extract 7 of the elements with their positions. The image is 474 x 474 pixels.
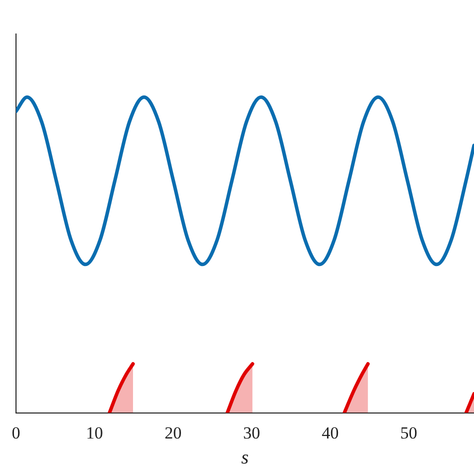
x-tick-label: 40: [322, 423, 339, 442]
x-tick-label: 0: [12, 423, 20, 442]
x-axis-title: s: [241, 448, 249, 469]
x-tick-label: 30: [243, 423, 260, 442]
x-tick-label: 10: [86, 423, 104, 442]
x-tick-label: 50: [400, 423, 418, 442]
x-tick-label: 20: [164, 423, 182, 442]
